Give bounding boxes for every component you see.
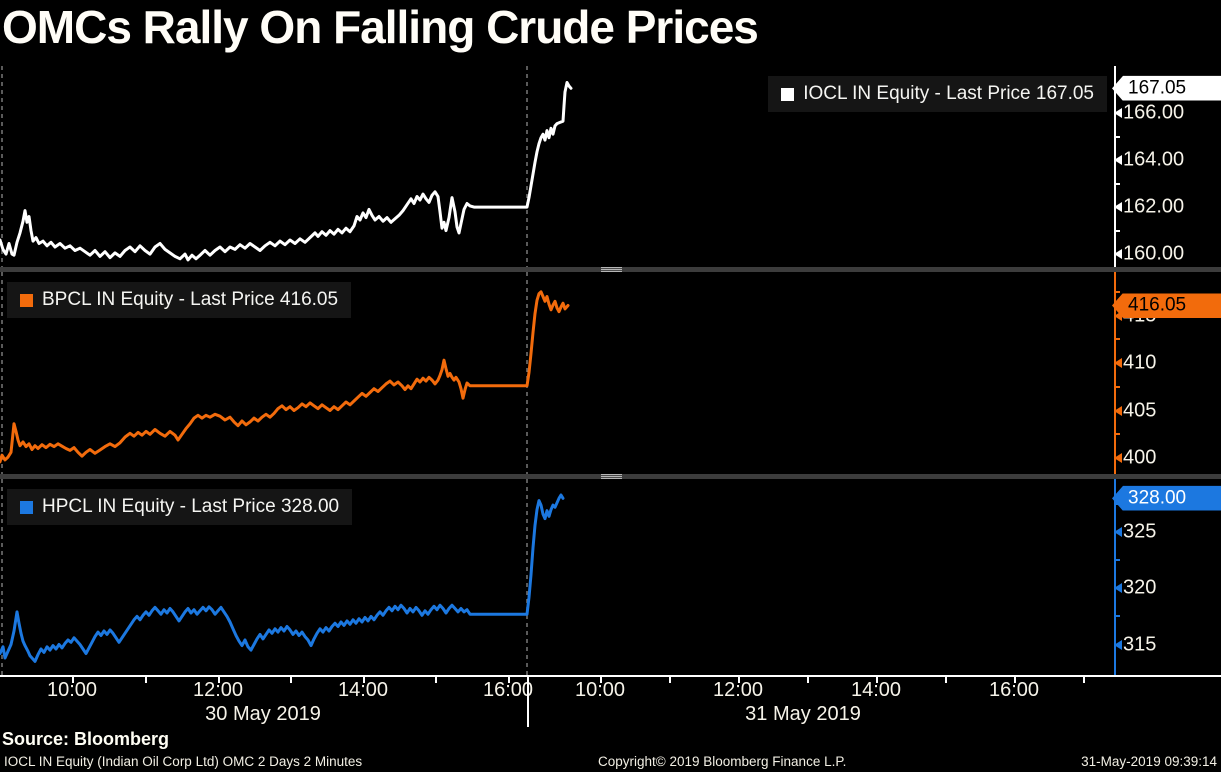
hpcl-axis-label: 325	[1123, 520, 1157, 543]
bpcl-axis-label: 405	[1123, 399, 1157, 422]
time-tick	[600, 677, 602, 683]
iocl-last-price-tag: 167.05	[1112, 75, 1221, 101]
time-label: 14:00	[850, 679, 902, 701]
bpcl-major-tick	[1114, 310, 1122, 321]
time-label: 14:00	[337, 679, 389, 701]
bpcl-price-axis	[1114, 272, 1116, 474]
footer-timestamp: 31-May-2019 09:39:14	[1081, 754, 1217, 769]
footer-copyright: Copyright© 2019 Bloomberg Finance L.P.	[598, 754, 847, 769]
legend-hpcl: HPCL IN Equity - Last Price 328.00	[7, 489, 353, 525]
bpcl-price-line	[0, 290, 570, 464]
iocl-major-tick	[1114, 108, 1122, 119]
iocl-major-tick	[1114, 249, 1122, 260]
panel-iocl: IOCL IN Equity - Last Price 167.05 166.0…	[0, 66, 1221, 267]
time-tick	[435, 677, 437, 683]
hpcl-major-tick	[1114, 639, 1122, 650]
time-axis: 10:00 12:00 14:00 16:00 30 May 2019 10:00 12:0…	[0, 675, 1221, 730]
panel-divider-1	[0, 267, 1221, 272]
hpcl-plot-area[interactable]	[0, 479, 1115, 676]
iocl-plot-area[interactable]	[0, 66, 1115, 267]
time-label: 10:00	[46, 679, 98, 701]
bpcl-legend-swatch	[20, 293, 33, 307]
time-tick	[669, 677, 671, 683]
bpcl-minor-tick	[1114, 338, 1120, 341]
time-label: 16:00	[482, 679, 534, 701]
hpcl-price-line	[0, 493, 565, 663]
hpcl-price-axis	[1114, 479, 1116, 676]
panel-divider-1-grip[interactable]	[601, 267, 622, 272]
iocl-legend-swatch	[781, 87, 795, 101]
hpcl-major-tick	[1114, 527, 1122, 538]
bpcl-axis-label: 410	[1123, 351, 1157, 374]
time-tick	[876, 677, 878, 683]
hpcl-last-price-value: 328.00	[1128, 487, 1187, 509]
time-axis-line	[0, 675, 1221, 677]
bpcl-minor-tick	[1114, 290, 1120, 293]
bpcl-major-tick	[1114, 453, 1122, 464]
chart-title: OMCs Rally On Falling Crude Prices	[2, 1, 759, 53]
bpcl-major-tick	[1114, 358, 1122, 369]
iocl-legend-label: IOCL IN Equity - Last Price 167.05	[803, 83, 1094, 104]
iocl-axis-label: 166.00	[1123, 101, 1185, 124]
hpcl-legend-swatch	[20, 500, 33, 514]
panel-bpcl: BPCL IN Equity - Last Price 416.05 41541…	[0, 272, 1221, 474]
iocl-price-line	[0, 81, 573, 262]
date-label: 30 May 2019	[205, 703, 321, 725]
iocl-last-price-value: 167.05	[1128, 77, 1187, 99]
bpcl-plot-area[interactable]	[0, 272, 1115, 474]
iocl-price-axis	[1114, 66, 1116, 267]
hpcl-minor-tick	[1114, 615, 1120, 618]
bpcl-last-price-value: 416.05	[1128, 294, 1187, 316]
source-label: Source: Bloomberg	[2, 729, 170, 749]
iocl-major-tick	[1114, 202, 1122, 213]
bpcl-last-price-tag: 416.05	[1112, 293, 1221, 319]
time-tick	[145, 677, 147, 683]
panel-hpcl: HPCL IN Equity - Last Price 328.00 325 32…	[0, 479, 1221, 676]
bpcl-major-tick	[1114, 405, 1122, 416]
hpcl-axis-label: 315	[1123, 633, 1157, 656]
bpcl-axis-label: 400	[1123, 446, 1157, 469]
day-boundary-axis-line	[527, 675, 529, 727]
time-label: 16:00	[988, 679, 1040, 701]
hpcl-minor-tick	[1114, 559, 1120, 562]
bpcl-minor-tick	[1114, 385, 1120, 388]
time-tick	[1014, 677, 1016, 683]
time-label: 10:00	[574, 679, 626, 701]
time-tick	[807, 677, 809, 683]
time-label: 12:00	[192, 679, 244, 701]
iocl-axis-label: 162.00	[1123, 195, 1185, 218]
footer-instrument: IOCL IN Equity (Indian Oil Corp Ltd) OMC…	[4, 754, 363, 769]
legend-iocl: IOCL IN Equity - Last Price 167.05	[768, 76, 1107, 112]
panel-divider-2	[0, 474, 1221, 479]
bpcl-minor-tick	[1114, 433, 1120, 436]
time-tick	[72, 677, 74, 683]
hpcl-axis-label: 320	[1123, 576, 1157, 599]
time-tick	[290, 677, 292, 683]
legend-bpcl: BPCL IN Equity - Last Price 416.05	[7, 282, 352, 318]
iocl-minor-tick	[1114, 229, 1120, 232]
bpcl-legend-label: BPCL IN Equity - Last Price 416.05	[42, 289, 339, 310]
panel-divider-2-grip[interactable]	[601, 474, 622, 479]
iocl-minor-tick	[1114, 182, 1120, 185]
hpcl-last-price-tag: 328.00	[1112, 485, 1221, 511]
hpcl-legend-label: HPCL IN Equity - Last Price 328.00	[42, 496, 340, 517]
time-tick	[1083, 677, 1085, 683]
iocl-axis-label: 164.00	[1123, 148, 1185, 171]
time-tick	[945, 677, 947, 683]
time-tick	[738, 677, 740, 683]
time-tick	[363, 677, 365, 683]
iocl-axis-label: 160.00	[1123, 242, 1185, 265]
hpcl-major-tick	[1114, 583, 1122, 594]
time-label: 12:00	[712, 679, 764, 701]
iocl-minor-tick	[1114, 135, 1120, 138]
iocl-major-tick	[1114, 155, 1122, 166]
time-tick	[508, 677, 510, 683]
time-tick	[218, 677, 220, 683]
date-label: 31 May 2019	[745, 703, 861, 725]
